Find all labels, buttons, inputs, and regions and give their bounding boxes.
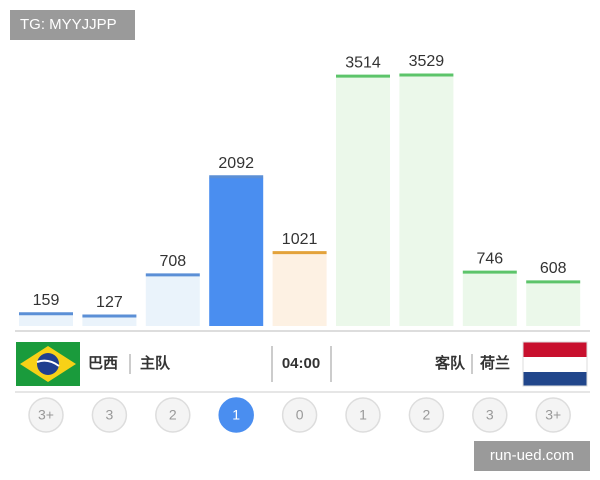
score-button[interactable] — [218, 397, 254, 433]
value-label: 608 — [540, 260, 567, 277]
bar — [209, 177, 264, 326]
value-label: 708 — [159, 253, 186, 270]
bar — [399, 76, 454, 326]
score-button[interactable] — [345, 397, 381, 433]
home-flag — [16, 342, 80, 386]
score-button[interactable] — [281, 397, 318, 433]
away-team: 荷兰 — [480, 354, 510, 372]
score-button[interactable] — [91, 397, 128, 433]
score-label: 3+ — [38, 407, 54, 423]
score-button[interactable] — [472, 397, 508, 433]
bar — [82, 317, 137, 326]
bar — [462, 273, 517, 326]
value-label: 159 — [33, 292, 60, 309]
away-flag — [522, 341, 588, 387]
value-label: 127 — [96, 294, 123, 311]
score-label: 0 — [296, 407, 304, 423]
score-label: 2 — [169, 407, 177, 423]
score-button[interactable] — [28, 397, 64, 433]
value-label: 3529 — [409, 53, 445, 70]
score-button[interactable] — [535, 397, 571, 433]
watermark: run-ued.com — [490, 447, 574, 464]
match-time: 04:00 — [282, 355, 320, 372]
bar — [145, 275, 200, 326]
watermark-box — [10, 10, 135, 40]
bar — [272, 253, 327, 326]
score-label: 1 — [359, 407, 367, 423]
watermark: TG: MYYJJPP — [20, 16, 117, 33]
away-label: 客队 — [434, 354, 466, 372]
score-label: 2 — [423, 407, 431, 423]
watermark-box — [474, 441, 590, 471]
home-team: 巴西 — [88, 355, 118, 372]
score-label: 3 — [486, 407, 494, 423]
bar — [336, 77, 390, 326]
score-button[interactable] — [155, 397, 191, 433]
value-label: 746 — [476, 250, 503, 267]
score-label: 3 — [106, 407, 114, 423]
bar — [526, 282, 581, 326]
home-label: 主队 — [140, 354, 171, 372]
bar — [19, 314, 73, 326]
value-label: 3514 — [345, 54, 381, 71]
score-label: 1 — [232, 407, 240, 423]
score-button[interactable] — [408, 397, 445, 433]
value-label: 1021 — [282, 231, 318, 248]
score-label: 3+ — [545, 407, 561, 423]
value-label: 2092 — [218, 155, 254, 172]
